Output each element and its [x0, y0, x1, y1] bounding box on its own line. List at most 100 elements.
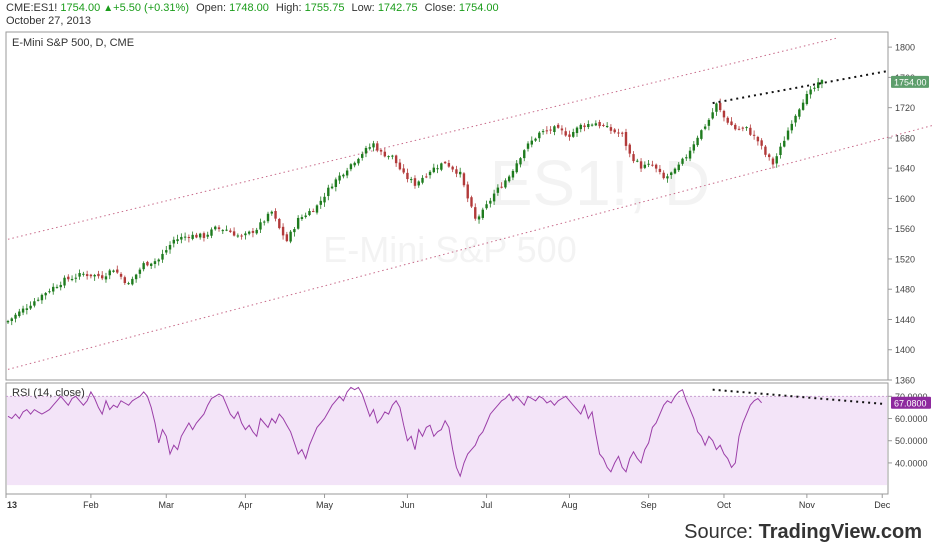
candle — [225, 225, 228, 232]
candle-body — [816, 82, 820, 89]
candle — [813, 86, 816, 92]
candle-body — [406, 172, 409, 180]
candle — [274, 208, 277, 222]
candle — [70, 275, 74, 282]
x-tick-label: Mar — [159, 500, 175, 510]
candle-body — [149, 263, 153, 266]
candle — [447, 159, 451, 168]
candle-body — [466, 184, 469, 199]
candle — [737, 126, 741, 131]
candle — [696, 135, 699, 147]
candle-body — [247, 231, 251, 234]
candle — [59, 281, 62, 291]
candle — [530, 136, 533, 148]
candle — [752, 130, 756, 140]
candle-body — [278, 218, 281, 229]
candle — [85, 270, 89, 280]
candle — [541, 129, 545, 135]
rsi-tick-label: 40.0000 — [895, 458, 928, 468]
candle-body — [138, 269, 142, 274]
candle-body — [29, 305, 32, 309]
candle — [602, 123, 605, 128]
candle — [364, 145, 368, 158]
candle-body — [263, 221, 266, 223]
rsi-pane-title: RSI (14, close) — [12, 387, 85, 399]
candle-body — [289, 231, 292, 242]
candle — [104, 272, 108, 283]
candle-body — [357, 158, 360, 164]
candle — [462, 172, 466, 188]
candle-body — [210, 229, 213, 236]
candle — [617, 128, 620, 137]
candle — [149, 262, 153, 269]
source-brand[interactable]: TradingView.com — [758, 521, 922, 543]
candle — [55, 284, 59, 289]
candle-body — [134, 274, 138, 280]
candle — [312, 208, 315, 213]
candle — [760, 138, 763, 150]
candle-body — [300, 217, 304, 219]
candle-body — [89, 274, 93, 277]
candle — [417, 180, 420, 188]
candle-body — [779, 146, 782, 156]
candle-body — [636, 160, 639, 162]
candle — [677, 162, 680, 172]
candle-body — [364, 147, 368, 154]
candle-body — [176, 239, 179, 242]
candle — [327, 184, 330, 201]
change-value: +5.50 (+0.31%) — [113, 2, 189, 14]
candle — [44, 291, 47, 300]
candle-body — [696, 137, 699, 146]
candle — [609, 124, 613, 134]
price-tick-label: 1560 — [895, 224, 915, 234]
candle-body — [394, 155, 398, 164]
candle — [25, 304, 29, 315]
candle — [613, 128, 616, 134]
candle — [180, 233, 183, 244]
candle — [229, 228, 232, 233]
candle-body — [568, 134, 571, 137]
candle-body — [703, 126, 707, 129]
candle-body — [361, 154, 364, 158]
candle-body — [526, 143, 530, 149]
candle-body — [323, 196, 326, 203]
candle-body — [455, 169, 458, 174]
candle — [801, 99, 805, 111]
last-price-badge — [891, 75, 929, 88]
candle — [783, 136, 786, 148]
candle-body — [198, 233, 202, 238]
candle — [639, 158, 643, 173]
candle — [519, 157, 522, 168]
candle-body — [572, 132, 575, 137]
candle — [587, 120, 590, 130]
candle — [52, 283, 55, 295]
candle-body — [266, 213, 270, 222]
candle-body — [477, 216, 481, 220]
chart-canvas[interactable]: ES1!, D E-Mini S&P 500 E-Mini S&P 500, D, … — [0, 0, 932, 520]
x-tick-label: Jul — [481, 500, 493, 510]
candle-body — [670, 172, 673, 175]
candle-body — [775, 156, 778, 164]
candle-body — [67, 276, 70, 280]
candle — [304, 212, 307, 219]
candle — [643, 161, 647, 170]
candle — [605, 122, 609, 129]
candle — [730, 117, 733, 126]
candle — [112, 269, 115, 273]
candle — [688, 147, 692, 162]
candle — [654, 163, 658, 173]
candle — [74, 273, 78, 283]
candle-body — [598, 121, 601, 127]
candle — [594, 120, 598, 127]
candle — [568, 130, 571, 141]
high-value: 1755.75 — [304, 2, 345, 14]
candle-body — [232, 231, 236, 236]
candle — [323, 192, 326, 207]
candle — [263, 220, 266, 226]
candle-body — [715, 103, 718, 112]
candle-body — [643, 164, 647, 168]
candle — [18, 308, 21, 318]
candle-body — [338, 175, 341, 181]
candle — [428, 170, 432, 179]
candle — [598, 119, 601, 129]
